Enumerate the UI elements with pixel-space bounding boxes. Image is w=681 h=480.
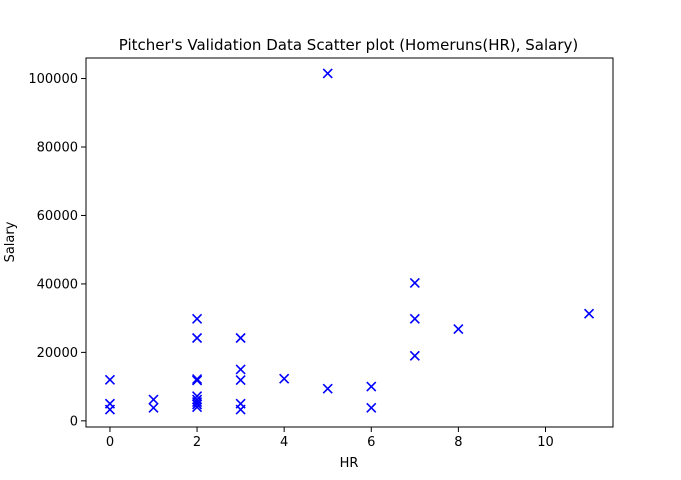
- y-tick-label: 60000: [37, 209, 78, 224]
- data-point: [366, 381, 377, 392]
- data-point: [235, 364, 246, 375]
- x-tick-label: 2: [193, 435, 201, 450]
- chart-title: Pitcher's Validation Data Scatter plot (…: [119, 36, 579, 54]
- data-point: [191, 375, 203, 386]
- x-tick-label: 8: [454, 435, 462, 450]
- data-point: [235, 332, 246, 344]
- x-axis-label: HR: [340, 456, 359, 471]
- data-point: [322, 383, 333, 394]
- data-point: [191, 399, 203, 410]
- data-point: [104, 374, 116, 385]
- data-point: [409, 313, 420, 324]
- data-point: [453, 324, 464, 335]
- x-tick-label: 4: [280, 435, 288, 450]
- data-point: [409, 277, 420, 288]
- y-tick-label: 20000: [37, 346, 78, 361]
- y-tick-label: 0: [70, 414, 78, 429]
- x-tick-label: 6: [367, 435, 375, 450]
- data-point: [191, 402, 203, 413]
- data-point: [104, 404, 116, 415]
- data-point: [322, 68, 333, 79]
- data-point: [583, 308, 595, 319]
- data-point: [148, 394, 159, 405]
- axis-ticks: 0 2 4 6 8 10 0 20000 40000 60000 80000 100000: [28, 72, 553, 450]
- y-tick-label: 40000: [37, 277, 78, 292]
- data-point: [235, 375, 246, 386]
- data-point: [148, 402, 159, 413]
- data-point: [279, 373, 290, 384]
- data-point: [191, 313, 203, 324]
- data-point: [191, 394, 203, 405]
- data-points: [104, 68, 595, 415]
- y-axis-label: Salary: [3, 221, 18, 262]
- data-point: [409, 350, 420, 361]
- data-point: [191, 374, 203, 385]
- data-point: [191, 332, 203, 344]
- data-point: [366, 402, 377, 413]
- y-tick-label: 80000: [37, 140, 78, 155]
- x-tick-label: 10: [537, 435, 554, 450]
- y-tick-label: 100000: [28, 72, 78, 87]
- data-point: [235, 404, 246, 415]
- plot-area-frame: [85, 57, 614, 428]
- x-tick-label: 0: [106, 435, 114, 450]
